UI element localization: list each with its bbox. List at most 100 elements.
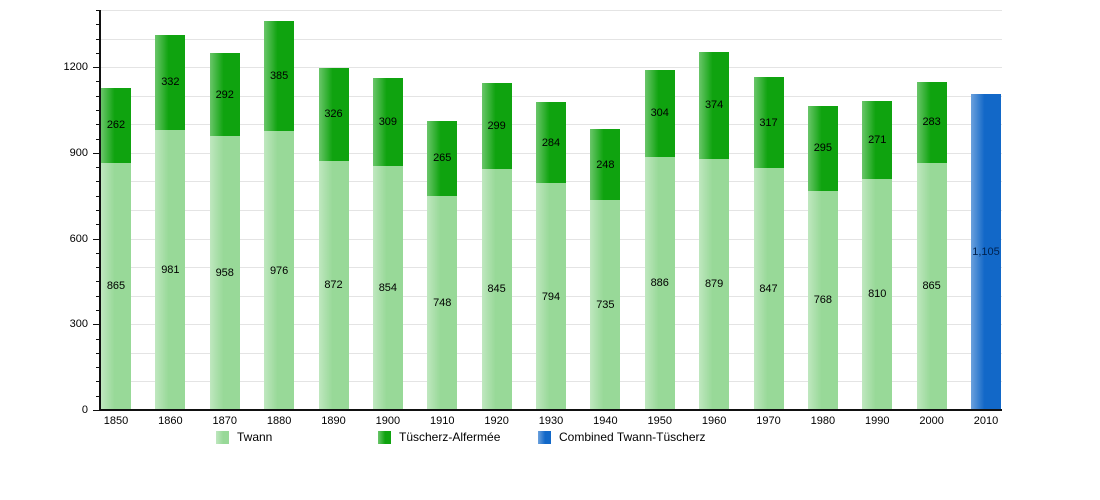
- bar-value-label-1910: 748: [433, 297, 452, 310]
- y-minor-tick-1100: [96, 95, 100, 97]
- bar-segment-combined-twann-t-scherz-2010: [971, 94, 1001, 410]
- y-minor-tick-500: [96, 267, 100, 269]
- bar-value-label-1940: 735: [596, 299, 615, 311]
- bar-highlight: [318, 67, 349, 161]
- bar-segment-t-scherz-alferm-e-1900: [372, 77, 403, 166]
- x-axis-label-1870: 1870: [212, 415, 237, 427]
- bar-segment-twann-1860: [155, 129, 186, 410]
- y-minor-tick-1250: [96, 52, 100, 54]
- y-minor-tick-750: [96, 195, 100, 197]
- y-minor-tick-50: [96, 395, 100, 397]
- bar-segment-t-scherz-alferm-e-1860: [155, 34, 186, 130]
- y-minor-tick-250: [96, 338, 100, 340]
- x-axis-label-1920: 1920: [484, 415, 509, 427]
- bar-segment-t-scherz-alferm-e-1990: [862, 101, 893, 179]
- bar-value-label-1940: 248: [596, 158, 615, 171]
- bar-value-label-2010: 1,105: [972, 246, 1000, 259]
- bar-value-label-1850: 865: [106, 280, 126, 293]
- bar-value-label-1970: 317: [759, 116, 778, 129]
- gridline-1200: [100, 67, 1002, 69]
- bar-segment-twann-1870: [209, 136, 240, 410]
- y-minor-tick-1400: [96, 10, 100, 11]
- bar-segment-twann-1950: [644, 156, 675, 410]
- y-axis-line: [99, 10, 101, 410]
- y-major-tick-600: [93, 238, 100, 240]
- x-axis-label-1850: 1850: [103, 415, 129, 427]
- y-minor-tick-200: [96, 352, 100, 354]
- y-major-tick-300: [93, 324, 100, 326]
- bar-segment-t-scherz-alferm-e-1960: [699, 52, 730, 159]
- bar-value-label-1950: 886: [650, 277, 669, 290]
- legend-label: Twann: [237, 430, 273, 444]
- y-axis-label-1200: 1200: [63, 61, 88, 74]
- bar-highlight: [264, 131, 295, 410]
- bar-segment-t-scherz-alferm-e-1980: [807, 106, 838, 191]
- bar-highlight: [209, 136, 240, 410]
- bar-value-label-1930: 794: [541, 290, 561, 303]
- bar-value-label-1900: 854: [378, 282, 398, 294]
- x-axis-label-1990: 1990: [865, 415, 890, 427]
- bar-segment-twann-1880: [264, 131, 295, 410]
- bar-value-label-1850: 262: [106, 119, 126, 132]
- bar-segment-twann-1920: [481, 168, 512, 410]
- bar-highlight: [427, 120, 458, 197]
- x-axis-label-1960: 1960: [701, 415, 727, 427]
- bar-segment-twann-1890: [318, 160, 349, 410]
- x-axis-label-1950: 1950: [647, 415, 672, 427]
- bar-value-label-1870: 292: [215, 88, 234, 101]
- bar-segment-t-scherz-alferm-e-1890: [318, 67, 349, 161]
- legend-swatch-icon: [216, 430, 229, 444]
- bar-highlight: [155, 34, 186, 130]
- bar-value-label-1880: 385: [269, 70, 289, 83]
- x-axis-line: [99, 409, 1002, 411]
- bar-highlight: [427, 196, 458, 410]
- bar-highlight: [155, 129, 186, 410]
- bar-value-label-2000: 865: [922, 280, 941, 293]
- bar-highlight: [590, 200, 621, 410]
- y-major-tick-1200: [93, 67, 100, 69]
- bar-segment-t-scherz-alferm-e-1940: [590, 129, 621, 200]
- x-axis-label-2010: 2010: [973, 415, 999, 427]
- bar-value-label-1930: 284: [541, 136, 561, 149]
- bar-highlight: [753, 168, 784, 410]
- bar-segment-t-scherz-alferm-e-2000: [916, 82, 947, 163]
- y-axis-label-600: 600: [69, 232, 88, 245]
- y-axis-label-900: 900: [69, 146, 88, 159]
- bar-value-label-1960: 879: [704, 278, 724, 291]
- y-minor-tick-1000: [96, 124, 100, 126]
- legend-label: Combined Twann-Tüscherz: [559, 430, 706, 444]
- bar-segment-twann-2000: [916, 162, 947, 410]
- y-axis-label-0: 0: [81, 404, 88, 416]
- y-minor-tick-100: [96, 381, 100, 383]
- y-major-tick-900: [93, 152, 100, 154]
- x-axis-label-1940: 1940: [593, 415, 618, 427]
- bar-segment-t-scherz-alferm-e-1910: [427, 120, 458, 197]
- gridline-1300: [100, 38, 1002, 40]
- bar-value-label-1860: 981: [161, 263, 180, 276]
- bar-segment-t-scherz-alferm-e-1850: [101, 88, 131, 163]
- y-minor-tick-1300: [96, 38, 100, 40]
- bar-highlight: [481, 168, 512, 410]
- bar-highlight: [807, 190, 838, 410]
- bar-highlight: [536, 102, 566, 184]
- bar-segment-twann-1900: [372, 166, 403, 410]
- bar-highlight: [372, 77, 403, 166]
- legend-item-twann: Twann: [216, 430, 272, 444]
- bar-highlight: [101, 88, 131, 163]
- bar-highlight: [644, 156, 675, 410]
- x-axis-label-1900: 1900: [375, 415, 401, 427]
- bar-segment-t-scherz-alferm-e-1930: [536, 102, 566, 184]
- y-minor-tick-400: [96, 295, 100, 297]
- bar-segment-t-scherz-alferm-e-1880: [264, 21, 295, 132]
- bar-value-label-1920: 299: [487, 119, 506, 132]
- bar-value-label-1920: 845: [487, 283, 506, 296]
- bar-highlight: [590, 129, 621, 200]
- bar-segment-twann-1990: [862, 178, 893, 410]
- legend-swatch-icon: [538, 430, 551, 444]
- bar-value-label-1990: 271: [868, 133, 887, 146]
- bar-segment-twann-1960: [699, 158, 730, 410]
- x-axis-label-1980: 1980: [810, 415, 836, 427]
- bar-highlight: [862, 178, 893, 410]
- bar-highlight: [536, 183, 566, 410]
